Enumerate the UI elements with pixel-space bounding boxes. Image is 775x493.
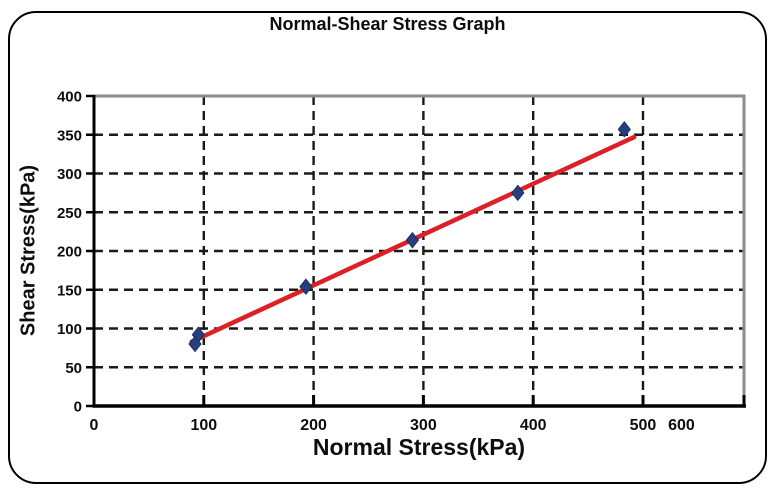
x-tick-label-300: 300 — [410, 417, 437, 434]
y-tick-label-0: 0 — [74, 399, 82, 416]
y-tick-label-50: 50 — [65, 360, 82, 377]
y-tick-label-150: 150 — [57, 282, 82, 299]
data-point-5 — [511, 184, 525, 202]
x-tick-label-0: 0 — [90, 417, 99, 434]
x-tick-label-100: 100 — [190, 417, 217, 434]
data-point-3 — [299, 278, 313, 295]
chart-title: Normal-Shear Stress Graph — [269, 14, 506, 34]
y-tick-label-300: 300 — [57, 166, 82, 183]
x-tick-label-400: 400 — [520, 417, 547, 434]
y-tick-label-350: 350 — [57, 127, 82, 144]
data-point-6 — [617, 121, 631, 138]
data-point-2 — [188, 335, 202, 353]
y-tick-label-100: 100 — [57, 321, 82, 338]
y-tick-label-250: 250 — [57, 205, 82, 222]
x-tick-label-500: 500 — [630, 417, 657, 434]
y-axis-title: Shear Stress(kPa) — [17, 164, 40, 337]
y-tick-label-200: 200 — [57, 244, 82, 261]
y-tick-label-400: 400 — [57, 89, 82, 106]
data-point-4 — [405, 231, 420, 249]
x-tick-label-200: 200 — [300, 417, 327, 434]
x-tick-label-600: 600 — [668, 417, 695, 434]
x-axis-title: Normal Stress(kPa) — [312, 434, 526, 460]
